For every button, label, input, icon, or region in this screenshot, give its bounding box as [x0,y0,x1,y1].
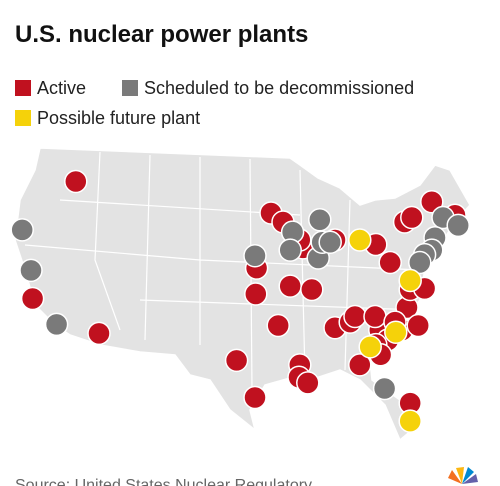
plant-marker [400,205,424,230]
plant-marker [224,348,249,373]
legend: Active Scheduled to be decommissioned Poss… [15,78,414,128]
plant-marker [406,313,430,338]
plant-marker [446,213,470,238]
plant-marker [243,385,267,410]
plant-marker [10,218,34,242]
plant-marker [372,376,397,401]
plant-marker [44,312,69,337]
legend-label: Possible future plant [37,108,200,128]
plant-marker [300,277,324,302]
plant-marker [358,335,382,359]
plant-marker [384,320,408,344]
plant-marker [363,304,387,329]
plant-marker [20,286,45,311]
source: Source: United States Nuclear Regulatory [15,477,312,486]
plant-marker [348,228,372,252]
plant-marker [296,371,320,395]
plant-marker [244,282,268,306]
plant-marker [266,313,290,338]
title: U.S. nuclear power plants [15,21,308,48]
nbc-logo [448,467,478,484]
plant-marker [19,258,43,283]
plant-marker [308,208,332,232]
plant-marker [343,304,367,329]
legend-label: Scheduled to be decommissioned [144,78,414,98]
plant-marker [348,353,372,377]
plant-marker [318,230,342,254]
plant-marker [278,238,302,262]
legend-swatch [15,110,31,126]
legend-label: Active [37,78,86,98]
plant-marker [398,409,422,433]
plant-marker [408,250,432,275]
legend-swatch [15,80,31,96]
plant-marker [278,274,302,298]
plant-marker [87,321,111,346]
legend-swatch [122,80,138,96]
plant-marker [398,268,422,293]
plant-marker [243,244,267,268]
plant-markers [10,169,470,433]
plant-marker [64,169,88,194]
plant-marker [378,250,402,275]
